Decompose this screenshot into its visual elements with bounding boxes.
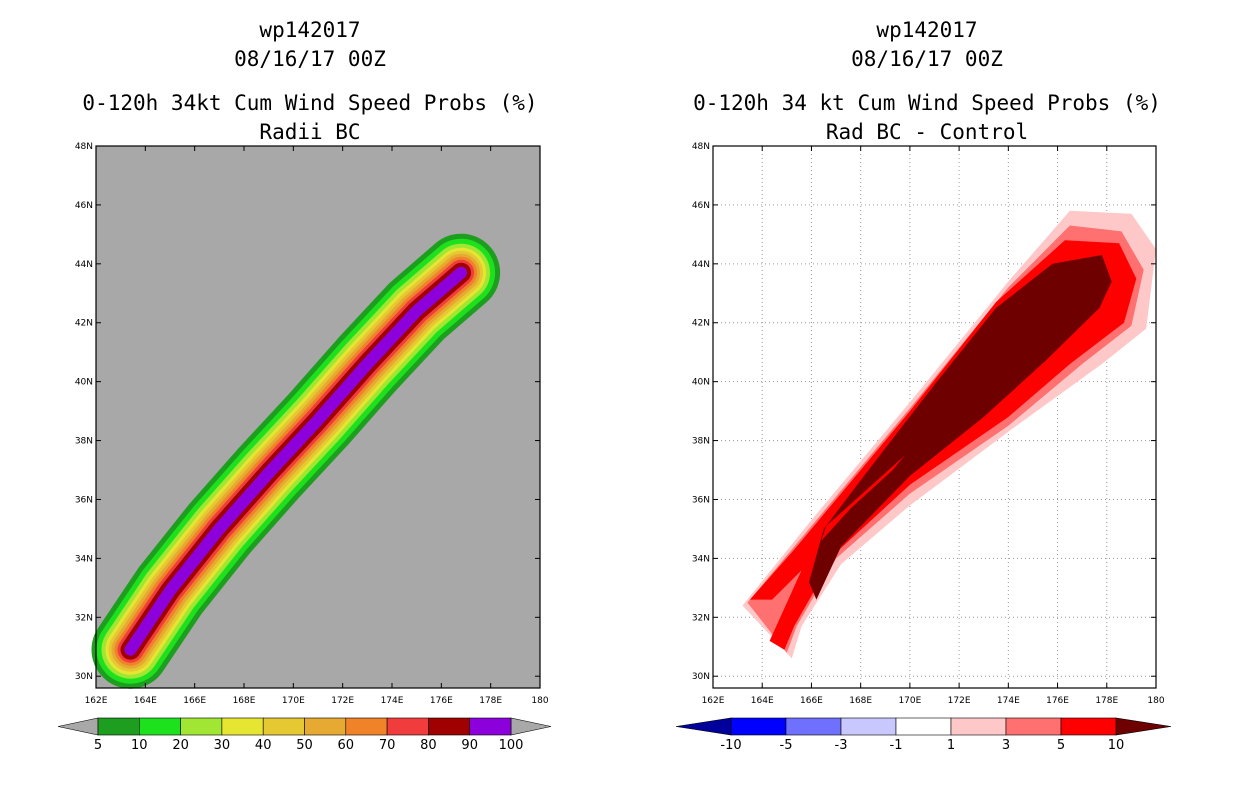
colorbar-swatch	[469, 717, 512, 736]
colorbar-swatch	[97, 717, 140, 736]
y-tick-label: 48N	[692, 142, 710, 152]
colorbar-label: -1	[890, 738, 903, 753]
colorbar-label: 20	[172, 738, 189, 753]
x-tick-label: 178E	[479, 696, 502, 706]
colorbar-label: 5	[1057, 738, 1065, 753]
left-chart-title: 0-120h 34kt Cum Wind Speed Probs (%)	[82, 91, 538, 115]
colorbar-under-triangle	[57, 717, 99, 736]
y-tick-label: 44N	[75, 260, 93, 270]
right-datetime: 08/16/17 00Z	[851, 47, 1003, 71]
colorbar-label: 40	[255, 738, 272, 753]
colorbar-label: 60	[338, 738, 355, 753]
x-tick-label: 166E	[183, 696, 206, 706]
colorbar-label: 100	[499, 738, 524, 753]
colorbar-swatch	[1005, 717, 1062, 736]
colorbar-swatch	[950, 717, 1007, 736]
y-tick-label: 34N	[75, 554, 93, 564]
colorbar-label: 90	[461, 738, 478, 753]
plot-frame	[95, 145, 541, 689]
x-tick-label: 172E	[331, 696, 354, 706]
panel-left: 162E 164E 166E 168E 170E 172E 174E 176E 178E 180 3…	[57, 142, 552, 753]
x-tick-label: 166E	[800, 696, 823, 706]
colorbar-label: -10	[720, 738, 741, 753]
colorbar-label: 70	[379, 738, 396, 753]
colorbar-swatch	[180, 717, 223, 736]
colorbar-swatch	[840, 717, 897, 736]
colorbar-swatch	[785, 717, 842, 736]
prob-band-90	[124, 266, 468, 656]
y-tick-label: 42N	[75, 319, 93, 329]
y-tick-label: 32N	[75, 613, 93, 623]
left-chart-subtitle: Radii BC	[259, 120, 361, 144]
y-tick-label: 36N	[692, 495, 710, 505]
left-datetime: 08/16/17 00Z	[234, 47, 386, 71]
colorbar-label: -5	[780, 738, 793, 753]
colorbar-under-triangle	[675, 717, 732, 736]
colorbar: -10 -5 -3 -1 1 3 5 10	[675, 717, 1172, 753]
x-tick-label: 168E	[849, 696, 872, 706]
colorbar-swatch	[304, 717, 347, 736]
colorbar-swatch	[730, 717, 787, 736]
y-tick-label: 30N	[692, 672, 710, 682]
right-chart-title: 0-120h 34 kt Cum Wind Speed Probs (%)	[693, 91, 1161, 115]
colorbar-label: 5	[94, 738, 102, 753]
diff-band-wedge	[821, 455, 905, 541]
colorbar-label: -3	[835, 738, 848, 753]
panel-right: 162E 164E 166E 168E 170E 172E 174E 176E 178E 180 3…	[675, 142, 1172, 753]
x-tick-label: 164E	[751, 696, 774, 706]
left-storm-id: wp142017	[259, 18, 361, 42]
x-tick-label: 174E	[997, 696, 1020, 706]
colorbar-label: 30	[214, 738, 231, 753]
y-tick-label: 46N	[692, 201, 710, 211]
colorbar-swatch	[262, 717, 305, 736]
x-tick-label: 170E	[282, 696, 305, 706]
colorbar-label: 50	[296, 738, 313, 753]
y-tick-label: 32N	[692, 613, 710, 623]
plot-frame	[712, 145, 1157, 689]
y-tick-label: 36N	[75, 495, 93, 505]
x-tick-label: 164E	[134, 696, 157, 706]
colorbar-swatch	[139, 717, 181, 736]
colorbar-label: 80	[420, 738, 437, 753]
diff-band-10	[809, 255, 1112, 600]
y-tick-label: 38N	[75, 437, 93, 447]
x-tick-label: 174E	[381, 696, 404, 706]
colorbar-label: 10	[131, 738, 148, 753]
colorbar-swatch	[1060, 717, 1117, 736]
colorbar-label: 1	[947, 738, 955, 753]
colorbar-swatch	[386, 717, 429, 736]
right-storm-id: wp142017	[876, 18, 978, 42]
y-tick-label: 30N	[75, 672, 93, 682]
colorbar-over-triangle	[1115, 717, 1172, 736]
x-tick-label: 176E	[1046, 696, 1069, 706]
x-tick-label: 162E	[702, 696, 725, 706]
y-tick-label: 40N	[75, 378, 93, 388]
colorbar-label: 3	[1002, 738, 1010, 753]
y-tick-label: 38N	[692, 437, 710, 447]
x-tick-label: 162E	[85, 696, 108, 706]
right-chart-subtitle: Rad BC - Control	[825, 120, 1029, 144]
y-tick-label: 40N	[692, 378, 710, 388]
x-tick-label: 180	[1147, 696, 1164, 706]
colorbar-swatch	[428, 717, 470, 736]
y-tick-label: 34N	[692, 554, 710, 564]
colorbar-over-triangle	[510, 717, 552, 736]
x-tick-label: 170E	[898, 696, 921, 706]
colorbar-swatch	[221, 717, 264, 736]
y-tick-label: 46N	[75, 201, 93, 211]
x-tick-label: 168E	[233, 696, 256, 706]
x-tick-label: 176E	[430, 696, 453, 706]
y-tick-label: 48N	[75, 142, 93, 152]
x-tick-label: 180	[531, 696, 548, 706]
colorbar-label: 10	[1108, 738, 1125, 753]
x-tick-label: 178E	[1095, 696, 1118, 706]
colorbar-swatch	[895, 717, 952, 736]
x-tick-label: 172E	[948, 696, 971, 706]
y-tick-label: 44N	[692, 260, 710, 270]
colorbar: 5 10 20 30 40 50 60 70 80 90 100	[57, 717, 552, 753]
y-tick-label: 42N	[692, 319, 710, 329]
colorbar-swatch	[345, 717, 388, 736]
